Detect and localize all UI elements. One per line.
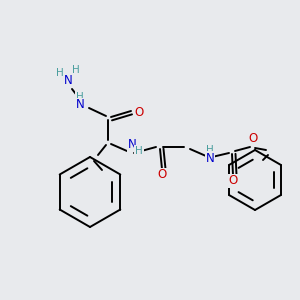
Text: N: N	[76, 98, 84, 112]
Text: H: H	[56, 68, 64, 78]
Text: O: O	[158, 169, 166, 182]
Text: H: H	[72, 65, 80, 75]
Text: O: O	[228, 175, 238, 188]
Text: N: N	[64, 74, 72, 88]
Text: N: N	[128, 139, 136, 152]
Text: N: N	[206, 152, 214, 164]
Text: H: H	[135, 146, 143, 156]
Text: O: O	[248, 131, 258, 145]
Text: O: O	[134, 106, 144, 118]
Text: H: H	[206, 145, 214, 155]
Text: H: H	[76, 92, 84, 102]
